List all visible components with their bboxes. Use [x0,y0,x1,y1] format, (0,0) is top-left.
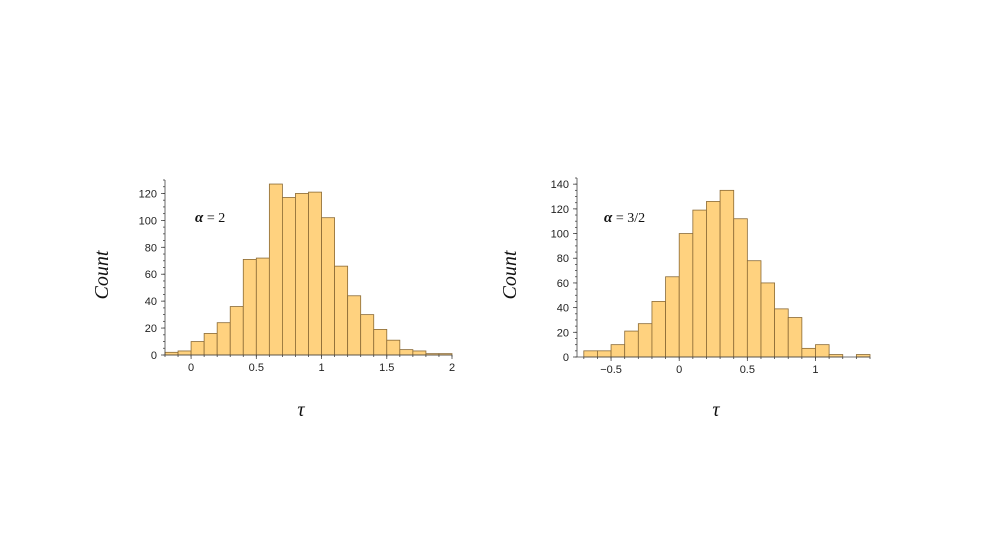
y-tick-label: 100 [139,215,157,227]
y-tick-label: 20 [557,327,569,339]
histogram-bar [229,306,244,356]
x-tick-label: 0.5 [740,364,755,376]
histogram-bar [760,282,776,358]
alpha-value: = 3/2 [612,211,645,226]
x-tick-label: 0 [188,362,194,374]
alpha-annotation: α = 3/2 [604,210,645,226]
histogram-bar [386,339,401,356]
histogram-bar [665,276,680,358]
histogram-bar [268,183,283,356]
x-tick-label: 0 [676,364,682,376]
x-tick-label: −0.5 [600,364,622,376]
alpha-annotation: α = 2 [195,210,225,226]
alpha-value: = 2 [203,211,225,226]
histogram-bar [597,350,612,358]
alpha-symbol: α [195,210,204,226]
y-tick-label: 120 [139,188,157,200]
histogram-bar [733,218,748,358]
axes-group [576,178,870,358]
histogram-bar [373,329,388,356]
y-tick-label: 60 [557,278,569,290]
histogram-bar [746,260,762,358]
y-tick-label: 100 [551,229,569,241]
histogram-bar [610,344,626,358]
histogram-bar [651,301,666,358]
histogram-bar [678,233,694,358]
histogram-alpha-3-2: −0.5 0 0.5 1 0 20 40 60 80 100 120 140 α = 3/2 Coun… [499,177,871,421]
histogram-bar [347,295,362,356]
y-tick-label: 0 [563,352,569,364]
alpha-symbol: α [604,210,613,226]
x-tick-label: 2 [449,362,455,374]
x-tick-label: 1.5 [379,362,394,374]
histogram-bar [203,333,218,356]
x-tick-label: 0.5 [249,362,264,374]
histogram-bar [177,350,192,356]
x-axis-title: τ [297,399,305,421]
histogram-bar [190,341,205,356]
histogram-bar [216,322,231,356]
histogram-bar [815,344,830,358]
y-tick-label: 20 [145,323,157,335]
histogram-bar [583,350,598,358]
histogram-bar [360,314,375,356]
histogram-bar [624,330,639,358]
y-tick-label: 120 [551,204,569,216]
histogram-bar [321,217,335,356]
histogram-bar [282,197,296,356]
y-axis-title: Count [499,250,521,299]
bars-group [164,183,453,356]
y-tick-label: 140 [551,179,569,191]
y-tick-label: 80 [557,253,569,265]
x-tick-label: 1 [318,362,324,374]
y-tick-label: 80 [145,242,157,254]
histogram-bar [719,189,735,358]
histogram-bar [399,349,414,356]
y-tick-label: 0 [151,350,157,362]
histogram-bar [242,259,257,356]
histogram-bar [801,347,816,358]
histogram-bar [692,209,707,358]
histogram-bar [308,191,322,356]
histogram-bar [787,317,803,358]
x-axis-title: τ [712,399,720,421]
bars-group [583,189,871,358]
histogram-bar [774,308,789,358]
ticks-group: −0.5 0 0.5 1 0 20 40 60 80 100 120 140 [551,177,871,376]
histogram-bar [637,323,653,358]
histogram-bar [334,265,349,356]
histogram-bar [164,351,179,356]
histogram-bar [412,350,427,356]
y-axis-title: Count [91,250,113,299]
histogram-bar [255,257,270,356]
histogram-bar [706,201,721,358]
y-tick-label: 60 [145,269,157,281]
x-tick-label: 1 [812,364,818,376]
y-tick-label: 40 [145,296,157,308]
y-tick-label: 40 [557,303,569,315]
histogram-bar [295,193,309,356]
